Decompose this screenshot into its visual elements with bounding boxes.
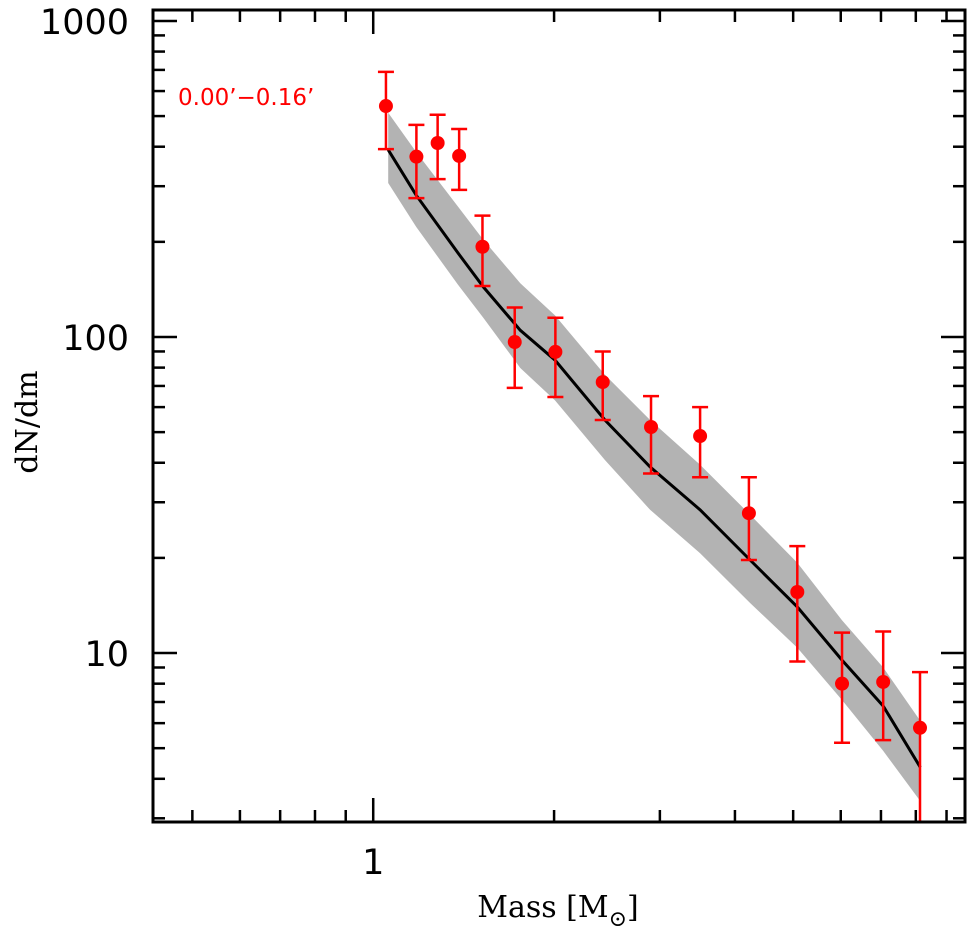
model-line: [386, 149, 922, 769]
point-marker: [475, 239, 490, 254]
point-marker: [790, 585, 805, 600]
point-marker: [378, 99, 393, 114]
x-axis-title-end: ]: [627, 890, 639, 925]
data-point: [875, 630, 892, 742]
point-marker: [741, 506, 756, 521]
x-axis-title: Mass [M⊙]: [477, 890, 639, 932]
data-point: [643, 394, 660, 475]
data-point: [789, 544, 806, 663]
data-point: [474, 214, 491, 288]
y-tick-label: 10: [84, 635, 129, 675]
y-axis-title: dN/dm: [10, 370, 45, 473]
x-axis-title-main: Mass [M: [477, 890, 608, 925]
x-axis-title-subscript: ⊙: [609, 907, 627, 932]
annotation-label: 0.00’−0.16’: [178, 85, 314, 111]
point-marker: [507, 335, 522, 350]
data-point: [506, 306, 523, 390]
data-point: [692, 405, 709, 479]
model-line-path: [386, 149, 922, 769]
data-point: [740, 475, 757, 562]
y-tick-label: 1000: [40, 3, 129, 43]
data-point: [834, 631, 851, 745]
point-marker: [452, 148, 467, 163]
data-point: [547, 316, 564, 399]
data-point: [451, 127, 468, 192]
band-area: [388, 112, 921, 802]
x-tick-label: 1: [362, 843, 384, 883]
axis-ticks: [153, 10, 965, 822]
data-point: [377, 70, 394, 151]
point-marker: [430, 135, 445, 150]
point-marker: [913, 720, 928, 735]
data-points: [377, 70, 929, 822]
data-point: [408, 123, 425, 200]
model-uncertainty-band: [388, 112, 921, 802]
tick-labels: 1 10 100 1000: [40, 3, 384, 883]
point-marker: [693, 429, 708, 444]
point-marker: [835, 676, 850, 691]
data-point: [912, 670, 929, 822]
y-tick-label: 100: [62, 319, 129, 359]
data-point: [429, 113, 446, 181]
point-marker: [409, 149, 424, 164]
point-marker: [644, 420, 659, 435]
point-marker: [595, 375, 610, 390]
data-point: [594, 350, 611, 422]
point-marker: [876, 674, 891, 689]
plot-frame: [151, 8, 967, 824]
point-marker: [548, 344, 563, 359]
